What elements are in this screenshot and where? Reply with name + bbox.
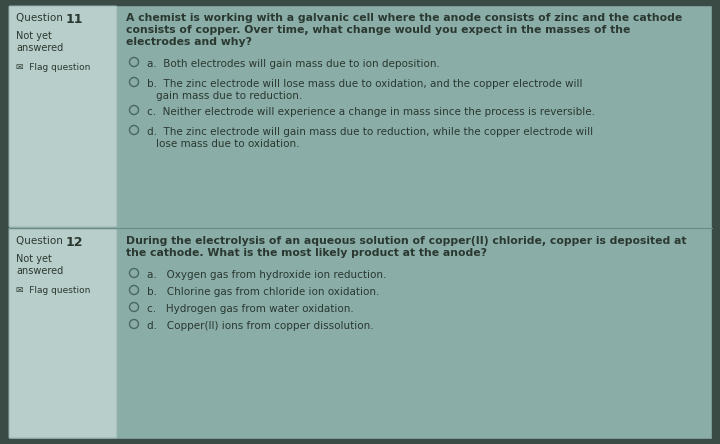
FancyBboxPatch shape bbox=[9, 6, 117, 227]
Bar bbox=[0, 439, 720, 444]
Text: d.   Copper(II) ions from copper dissolution.: d. Copper(II) ions from copper dissoluti… bbox=[147, 321, 374, 331]
Bar bbox=[0, 0, 720, 5]
Text: During the electrolysis of an aqueous solution of copper(II) chloride, copper is: During the electrolysis of an aqueous so… bbox=[126, 236, 686, 246]
Text: c.  Neither electrode will experience a change in mass since the process is reve: c. Neither electrode will experience a c… bbox=[147, 107, 595, 117]
Text: A chemist is working with a galvanic cell where the anode consists of zinc and t: A chemist is working with a galvanic cel… bbox=[126, 13, 683, 23]
Text: gain mass due to reduction.: gain mass due to reduction. bbox=[156, 91, 302, 101]
Text: b.  The zinc electrode will lose mass due to oxidation, and the copper electrode: b. The zinc electrode will lose mass due… bbox=[147, 79, 582, 89]
Text: lose mass due to oxidation.: lose mass due to oxidation. bbox=[156, 139, 300, 149]
Text: Not yet: Not yet bbox=[16, 254, 52, 264]
Text: b.   Chlorine gas from chloride ion oxidation.: b. Chlorine gas from chloride ion oxidat… bbox=[147, 287, 379, 297]
Text: Question: Question bbox=[16, 236, 66, 246]
Text: Not yet: Not yet bbox=[16, 31, 52, 41]
Text: the cathode. What is the most likely product at the anode?: the cathode. What is the most likely pro… bbox=[126, 248, 487, 258]
Text: a.   Oxygen gas from hydroxide ion reduction.: a. Oxygen gas from hydroxide ion reducti… bbox=[147, 270, 387, 280]
Text: 11: 11 bbox=[66, 13, 84, 26]
Text: electrodes and why?: electrodes and why? bbox=[126, 37, 252, 47]
Bar bbox=[712, 0, 720, 444]
Text: answered: answered bbox=[16, 43, 63, 53]
FancyBboxPatch shape bbox=[9, 229, 117, 438]
Text: answered: answered bbox=[16, 266, 63, 276]
Text: Question: Question bbox=[16, 13, 66, 23]
Text: consists of copper. Over time, what change would you expect in the masses of the: consists of copper. Over time, what chan… bbox=[126, 25, 631, 35]
Text: ✉  Flag question: ✉ Flag question bbox=[16, 286, 91, 295]
Text: d.  The zinc electrode will gain mass due to reduction, while the copper electro: d. The zinc electrode will gain mass due… bbox=[147, 127, 593, 137]
Text: 12: 12 bbox=[66, 236, 84, 249]
Bar bbox=[0, 0, 8, 444]
Text: a.  Both electrodes will gain mass due to ion deposition.: a. Both electrodes will gain mass due to… bbox=[147, 59, 440, 69]
Text: ✉  Flag question: ✉ Flag question bbox=[16, 63, 91, 72]
Text: c.   Hydrogen gas from water oxidation.: c. Hydrogen gas from water oxidation. bbox=[147, 304, 354, 314]
